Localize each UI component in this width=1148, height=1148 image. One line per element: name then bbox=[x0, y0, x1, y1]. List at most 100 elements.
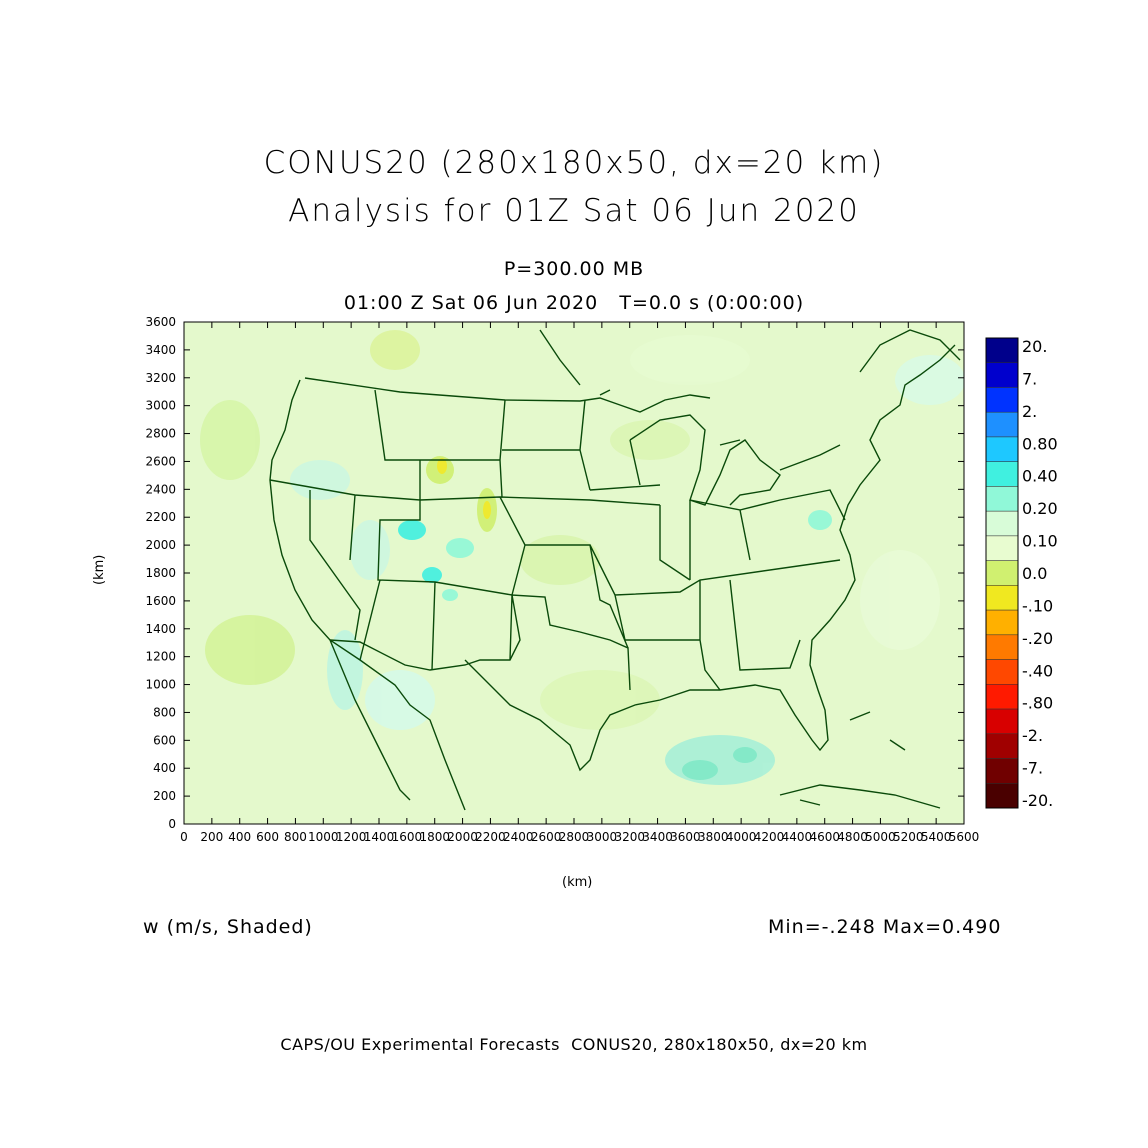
x-tick-label: 200 bbox=[200, 830, 223, 844]
chart-title-line2: Analysis for 01Z Sat 06 Jun 2020 bbox=[288, 193, 860, 229]
y-tick-label: 3200 bbox=[145, 371, 176, 385]
colorbar-swatch bbox=[985, 758, 1019, 784]
x-axis: 0 200 400 600 800 100012001400160018002000220… bbox=[180, 322, 979, 844]
colorbar-label: 0.20 bbox=[1022, 499, 1058, 518]
colorbar-swatch bbox=[985, 783, 1019, 809]
x-tick-label: 3600 bbox=[670, 830, 701, 844]
colorbar-label: 0.80 bbox=[1022, 434, 1058, 453]
colorbar-label: -.10 bbox=[1022, 596, 1053, 615]
x-tick-label: 4000 bbox=[726, 830, 757, 844]
y-axis-label: (km) bbox=[92, 554, 107, 585]
colorbar-label: 20. bbox=[1022, 337, 1047, 356]
colorbar-label: -.80 bbox=[1022, 694, 1053, 713]
great-lakes bbox=[629, 414, 841, 506]
colorbar-swatch bbox=[985, 609, 1019, 636]
x-tick-label: 1800 bbox=[419, 830, 450, 844]
map-boundaries bbox=[269, 329, 961, 811]
colorbar-swatch bbox=[985, 585, 1019, 611]
colorbar-swatch bbox=[985, 461, 1019, 487]
colorbar-swatch bbox=[985, 436, 1019, 462]
y-tick-label: 400 bbox=[153, 761, 176, 775]
y-tick-label: 3000 bbox=[145, 399, 176, 413]
x-tick-label: 1200 bbox=[336, 830, 367, 844]
y-tick-label: 1800 bbox=[145, 566, 176, 580]
y-tick-label: 200 bbox=[153, 789, 176, 803]
colorbar-swatch bbox=[985, 634, 1019, 660]
footer-credit: CAPS/OU Experimental Forecasts CONUS20, … bbox=[280, 1035, 868, 1054]
x-tick-label: 3000 bbox=[587, 830, 618, 844]
colorbar-label: 0.40 bbox=[1022, 467, 1058, 486]
pressure-level: P=300.00 MB bbox=[503, 258, 645, 280]
x-tick-label: 2400 bbox=[503, 830, 534, 844]
colorbar-label: 0.10 bbox=[1022, 532, 1058, 551]
field-shading bbox=[200, 330, 964, 785]
colorbar-swatch bbox=[985, 337, 1019, 363]
us-canada-border bbox=[304, 377, 711, 413]
x-tick-label: 3800 bbox=[698, 830, 729, 844]
colorbar-label: 2. bbox=[1022, 402, 1037, 421]
colorbar-swatch bbox=[985, 362, 1019, 388]
colorbar-label: -.40 bbox=[1022, 661, 1053, 680]
colorbar-label: -20. bbox=[1022, 791, 1053, 810]
colorbar-label: 0.0 bbox=[1022, 564, 1047, 583]
colorbar-swatch bbox=[985, 708, 1019, 735]
us-coastline bbox=[269, 344, 956, 811]
caribbean-coast bbox=[779, 711, 941, 809]
x-tick-label: 2600 bbox=[531, 830, 562, 844]
x-tick-label: 3200 bbox=[614, 830, 645, 844]
x-tick-label: 4200 bbox=[754, 830, 785, 844]
x-tick-label: 4600 bbox=[809, 830, 840, 844]
y-tick-label: 600 bbox=[153, 733, 176, 747]
x-tick-label: 5400 bbox=[921, 830, 952, 844]
state-borders bbox=[269, 389, 846, 691]
x-tick-label: 2200 bbox=[475, 830, 506, 844]
x-axis-label: (km) bbox=[562, 875, 593, 890]
colorbar-label: 7. bbox=[1022, 369, 1037, 388]
x-tick-label: 4800 bbox=[837, 830, 868, 844]
y-tick-label: 1200 bbox=[145, 650, 176, 664]
y-tick-label: 2200 bbox=[145, 510, 176, 524]
x-tick-label: 5000 bbox=[865, 830, 896, 844]
y-tick-label: 3400 bbox=[145, 343, 176, 357]
colorbar: 20. 7. 2. 0.80 0.40 0.20 0.10 0.0 -.10 -.20 -.40 -.… bbox=[985, 337, 1058, 810]
colorbar-swatch bbox=[985, 510, 1019, 537]
valid-time: 01:00 Z Sat 06 Jun 2020 T=0.0 s (0:00:00… bbox=[343, 292, 805, 314]
y-tick-label: 800 bbox=[153, 705, 176, 719]
y-tick-label: 2600 bbox=[145, 454, 176, 468]
x-tick-label: 1000 bbox=[308, 830, 339, 844]
y-axis: 0 200 400 600 800 1000 1200 1400 1600 1800 2000 220… bbox=[145, 315, 964, 831]
x-tick-label: 800 bbox=[284, 830, 307, 844]
colorbar-swatch bbox=[985, 387, 1019, 413]
colorbar-label: -.20 bbox=[1022, 629, 1053, 648]
x-tick-label: 2000 bbox=[447, 830, 478, 844]
us-mexico-border bbox=[329, 594, 631, 691]
y-tick-label: 1400 bbox=[145, 622, 176, 636]
x-tick-label: 3400 bbox=[642, 830, 673, 844]
y-tick-label: 1600 bbox=[145, 594, 176, 608]
x-tick-label: 1600 bbox=[392, 830, 423, 844]
colorbar-swatch bbox=[985, 535, 1019, 561]
colorbar-swatch bbox=[985, 486, 1019, 512]
map-field bbox=[184, 322, 964, 824]
x-tick-label: 2800 bbox=[559, 830, 590, 844]
y-tick-label: 2000 bbox=[145, 538, 176, 552]
y-tick-label: 0 bbox=[168, 817, 176, 831]
colorbar-label: -2. bbox=[1022, 726, 1043, 745]
colorbar-swatch bbox=[985, 684, 1019, 710]
x-tick-label: 0 bbox=[180, 830, 188, 844]
y-tick-label: 2800 bbox=[145, 427, 176, 441]
colorbar-label: -7. bbox=[1022, 759, 1043, 778]
y-tick-label: 2400 bbox=[145, 482, 176, 496]
x-tick-label: 5200 bbox=[893, 830, 924, 844]
field-label: w (m/s, Shaded) bbox=[143, 916, 313, 938]
x-tick-label: 600 bbox=[256, 830, 279, 844]
y-tick-label: 1000 bbox=[145, 678, 176, 692]
colorbar-frame bbox=[985, 337, 1019, 809]
min-max-readout: Min=-.248 Max=0.490 bbox=[768, 916, 1002, 938]
colorbar-swatch bbox=[985, 659, 1019, 685]
y-tick-label: 3600 bbox=[145, 315, 176, 329]
colorbar-swatch bbox=[985, 733, 1019, 759]
x-tick-label: 400 bbox=[228, 830, 251, 844]
x-tick-label: 4400 bbox=[782, 830, 813, 844]
